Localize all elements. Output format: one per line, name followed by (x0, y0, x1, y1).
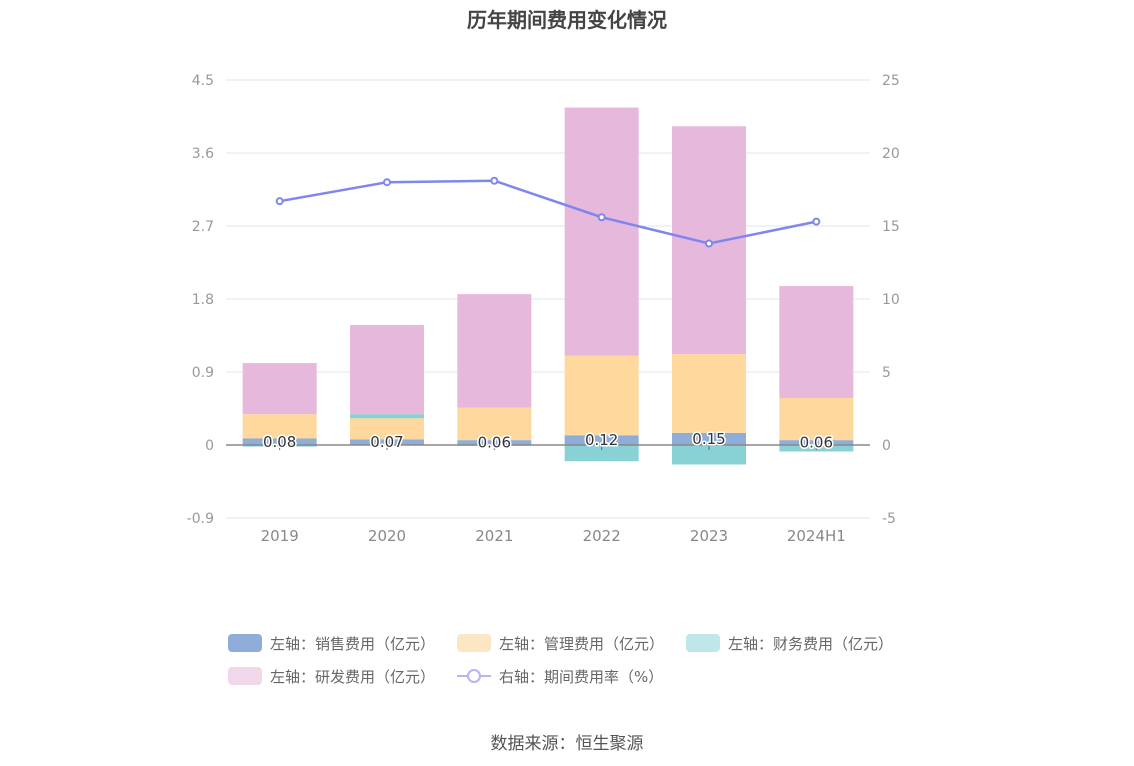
data-label: 0.15 (692, 430, 725, 448)
x-axis-tick-label: 2019 (261, 527, 299, 545)
right-axis-tick-label: 20 (882, 146, 900, 162)
bar-segment (242, 438, 317, 445)
bar-segment (672, 432, 746, 445)
bar-segment (564, 435, 639, 445)
bar-series (242, 107, 854, 465)
chart-canvas: 4.5 3.6 2.7 1.8 0.9 0 -0.9 25 20 15 10 5 0 -5 2019 2020… (187, 73, 900, 545)
data-label: 0.06 (800, 434, 833, 452)
data-label: 0.07 (370, 433, 403, 451)
legend-row-1: 左轴：销售费用（亿元） 左轴：管理费用（亿元） 左轴：财务费用（亿元） (228, 632, 928, 654)
line-rate (279, 179, 817, 245)
axes: 4.5 3.6 2.7 1.8 0.9 0 -0.9 25 20 15 10 5 0 -5 2019 2020… (187, 73, 900, 545)
line-rate-point (275, 197, 284, 206)
legend-item-rnd[interactable]: 左轴：研发费用（亿元） (228, 665, 435, 687)
grid-lines (226, 79, 870, 519)
line-rate-point (705, 239, 713, 248)
right-axis-tick-label: 0 (882, 438, 891, 454)
left-axis-tick-label: 4.5 (192, 73, 214, 89)
bar-segment (457, 294, 532, 408)
legend-swatch-rnd (228, 667, 262, 685)
legend: 左轴：销售费用（亿元） 左轴：管理费用（亿元） 左轴：财务费用（亿元） 左轴：研… (228, 632, 928, 698)
bar-segment (242, 414, 317, 439)
legend-label-rate: 右轴：期间费用率（%） (499, 667, 664, 686)
legend-item-finance[interactable]: 左轴：财务费用（亿元） (686, 632, 893, 654)
bar-segment (242, 363, 317, 415)
line-series (275, 176, 821, 248)
left-axis-tick-label: 0 (205, 438, 214, 454)
right-axis-tick-label: -5 (882, 511, 896, 527)
legend-line-rate-icon (457, 669, 492, 683)
bar-segment (350, 418, 424, 440)
right-axis-tick-label: 5 (882, 365, 891, 381)
bar-segment (457, 407, 532, 441)
x-axis-tick-label: 2020 (368, 527, 406, 545)
right-axis-tick-label: 15 (882, 219, 900, 235)
legend-item-admin[interactable]: 左轴：管理费用（亿元） (457, 632, 664, 654)
legend-item-rate[interactable]: 右轴：期间费用率（%） (457, 665, 663, 687)
legend-swatch-admin (457, 634, 492, 652)
right-axis-tick-label: 10 (882, 292, 900, 308)
x-axis-tick-label: 2023 (690, 527, 728, 545)
data-label: 0.12 (585, 431, 618, 449)
x-axis-tick-label: 2024H1 (787, 527, 846, 545)
source-note: 数据来源：恒生聚源 (490, 734, 644, 754)
bar-segment (350, 439, 424, 445)
right-axis-tick-label: 25 (882, 73, 900, 89)
bar-segment (564, 445, 639, 462)
left-axis-tick-label: 0.9 (192, 365, 214, 381)
legend-swatch-finance (686, 634, 721, 652)
legend-label-finance: 左轴：财务费用（亿元） (728, 634, 894, 653)
x-axis-tick-label: 2021 (475, 527, 513, 545)
left-axis-tick-label: 1.8 (192, 292, 214, 308)
legend-row-2: 左轴：研发费用（亿元） 右轴：期间费用率（%） (228, 665, 928, 687)
bar-segment (350, 324, 424, 415)
x-axis-tick-label: 2022 (583, 527, 621, 545)
left-axis-tick-label: 3.6 (192, 146, 214, 162)
legend-item-sales[interactable]: 左轴：销售费用（亿元） (228, 632, 435, 654)
chart-title: 历年期间费用变化情况 (467, 8, 667, 32)
bar-segment (457, 440, 532, 445)
data-label: 0.06 (478, 434, 511, 452)
bar-segment (779, 397, 854, 441)
legend-label-admin: 左轴：管理费用（亿元） (499, 634, 665, 653)
bar-segment (564, 107, 639, 356)
data-label: 0.08 (263, 433, 296, 451)
line-rate-point (383, 178, 391, 187)
legend-label-sales: 左轴：销售费用（亿元） (270, 634, 436, 653)
bar-segment (779, 286, 854, 398)
left-axis-tick-label: -0.9 (187, 511, 214, 527)
bar-segment (779, 440, 854, 445)
legend-swatch-sales (228, 634, 262, 652)
bar-segment (564, 355, 639, 436)
bar-segment (672, 354, 746, 433)
line-rate-point (490, 176, 499, 185)
bar-segment (350, 414, 424, 419)
data-labels: 0.08 0.07 0.06 0.12 0.15 0.06 (261, 428, 834, 453)
line-rate-point (812, 217, 821, 226)
line-rate-point (597, 213, 606, 222)
bar-segment (672, 445, 746, 465)
left-axis-tick-label: 2.7 (192, 219, 214, 235)
legend-label-rnd: 左轴：研发费用（亿元） (270, 667, 436, 686)
